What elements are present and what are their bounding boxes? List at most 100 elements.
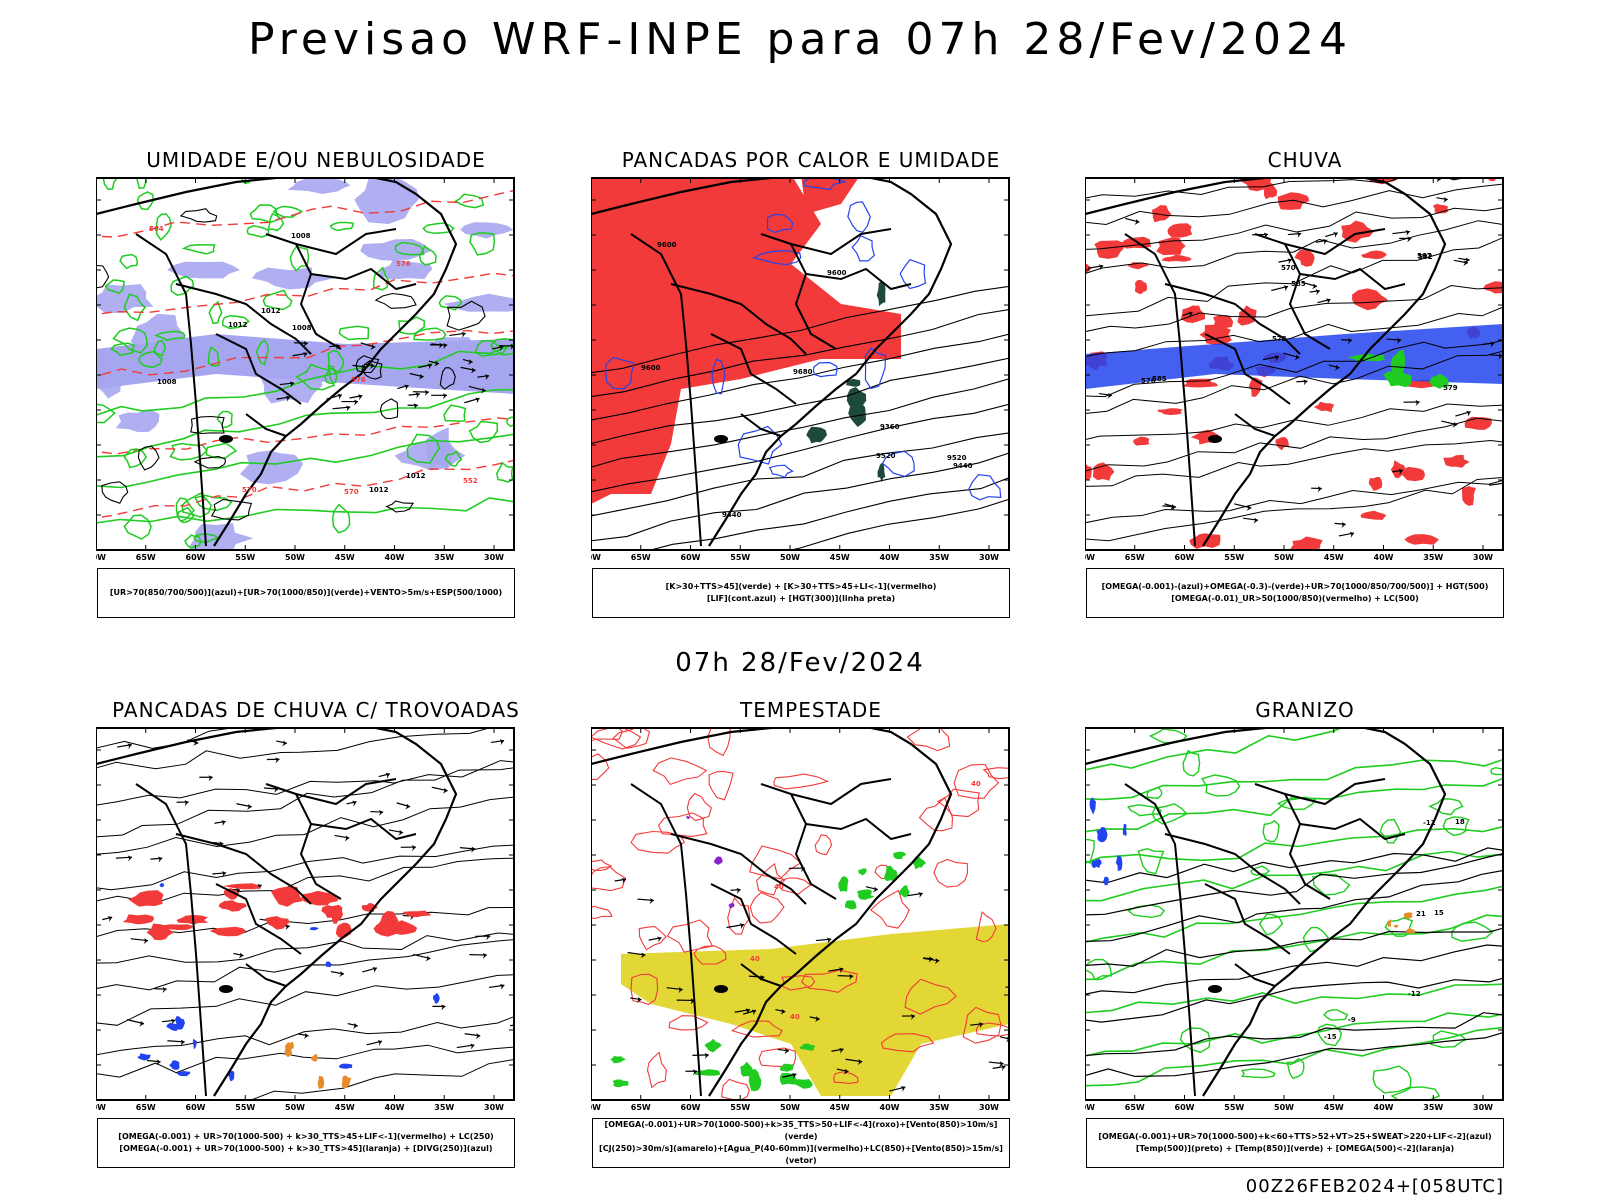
rain-area [1404, 534, 1439, 545]
streamline [1085, 183, 1503, 226]
rh-contour [154, 330, 186, 341]
lif-contour [851, 234, 875, 262]
temp850-contour [1085, 1012, 1503, 1057]
streamline [96, 760, 514, 806]
map-svg: 12S15S18S21S24S27S30S33S36S39S42S70W65W6… [96, 724, 515, 1112]
lon-tick-label: 55W [235, 553, 255, 562]
omega500-area [1403, 912, 1413, 919]
thunderstorm-area [223, 883, 262, 890]
temp850-contour [1085, 777, 1503, 833]
stream-arrow-head [405, 803, 411, 810]
wind-vector-head [839, 1047, 844, 1054]
country-border [295, 778, 397, 806]
rh-contour [474, 340, 508, 357]
temp850-cell [1286, 1057, 1305, 1080]
lif-contour [711, 358, 726, 395]
lake-marker [714, 435, 728, 443]
country-border [1164, 833, 1301, 905]
water-contour [652, 757, 708, 786]
humidity-band [96, 334, 514, 394]
wind850-area [704, 1038, 722, 1053]
stream-arrow-head [1347, 338, 1352, 345]
water-contour [708, 770, 734, 801]
country-border [175, 833, 312, 905]
lake-marker [219, 435, 233, 443]
streamline [96, 767, 514, 838]
wind850-area [857, 868, 867, 876]
rh-contour [110, 342, 136, 357]
legend-line: [K>30+TTS>45](verde) + [K>30+TTS>45+LI<-… [665, 582, 937, 591]
heat-convection-area [877, 463, 886, 483]
water-contour [781, 975, 816, 991]
stream-arrow-head [1490, 341, 1495, 348]
wind-vector-head [404, 384, 409, 391]
contour-label: 576 [1141, 377, 1156, 385]
wind-vector-head [780, 1008, 786, 1015]
map-frame [96, 727, 515, 1101]
humidity-cloud [130, 313, 187, 351]
stream-arrow-head [344, 835, 350, 842]
wind-vector-head [358, 394, 363, 401]
temp500-contour [1085, 869, 1503, 942]
streamline [96, 844, 514, 891]
water-contour [869, 889, 910, 929]
stream-arrow-head [1188, 311, 1193, 318]
rain-area [1157, 408, 1183, 415]
wind-vector-head [690, 998, 695, 1005]
contour-label: 552 [463, 477, 478, 485]
temp850-contour [1085, 758, 1503, 801]
lon-tick-label: 70W [1085, 553, 1095, 562]
wind-vector-head [484, 374, 490, 381]
rain-area [1313, 401, 1334, 413]
rain-area [1443, 454, 1470, 468]
hgt300-contour [591, 378, 1009, 468]
lon-tick-label: 50W [285, 553, 305, 562]
lon-tick-label: 30W [484, 553, 504, 562]
lon-tick-label: 60W [186, 1103, 206, 1112]
temp850-cell [1182, 749, 1201, 777]
country-border [175, 283, 312, 355]
main-title: Previsao WRF-INPE para 07h 28/Fev/2024 [248, 14, 1352, 65]
wind-vector-head [910, 1013, 915, 1020]
rh-contour [135, 178, 147, 189]
country-border [790, 778, 892, 806]
lon-tick-label: 30W [1473, 1103, 1493, 1112]
lon-tick-label: 55W [1224, 1103, 1244, 1112]
contour-label: 1012 [406, 472, 426, 480]
thunderstorm-area [128, 890, 164, 907]
wind-vector-head [657, 936, 662, 943]
lif-contour [899, 258, 927, 290]
water-contour [591, 728, 642, 750]
lon-tick-label: 50W [780, 553, 800, 562]
rh-contour [454, 193, 485, 209]
temp500-contour [1085, 927, 1503, 967]
rh-contour [181, 243, 216, 255]
lon-tick-label: 70W [591, 553, 601, 562]
wind850-area [838, 876, 849, 892]
lon-tick-label: 35W [929, 553, 949, 562]
map-content: 585 582 585 579 576 573 570 567 [1085, 178, 1503, 550]
unstable-area [591, 178, 901, 504]
water-contour [918, 796, 954, 832]
rh-contour [289, 245, 310, 272]
lon-tick-label: 65W [631, 553, 651, 562]
temp850-cell [1137, 847, 1165, 875]
water-contour [721, 1078, 750, 1100]
lif-contour [768, 464, 794, 479]
country-border [710, 333, 797, 405]
legend-line: [OMEGA(-0.01)_UR>50(1000/850)(vermelho) … [1171, 594, 1419, 603]
stream-arrow-head [143, 938, 149, 945]
rain-area [1390, 460, 1406, 479]
stream-arrow [240, 724, 253, 726]
contour-label: 9360 [880, 423, 900, 431]
lon-tick-label: 65W [136, 553, 156, 562]
water-contour [953, 763, 1000, 799]
stream-arrow-head [221, 871, 227, 878]
rain-area [1290, 536, 1323, 550]
lon-tick-label: 40W [385, 553, 405, 562]
lon-tick-label: 55W [730, 1103, 750, 1112]
lon-tick-label: 35W [1423, 1103, 1443, 1112]
map-content: 1012 1012 1008 1008 1008 1012 1012 570 576 576 570… [96, 178, 514, 550]
stream-arrow-head [162, 986, 167, 993]
wind-vector-head [498, 345, 504, 352]
